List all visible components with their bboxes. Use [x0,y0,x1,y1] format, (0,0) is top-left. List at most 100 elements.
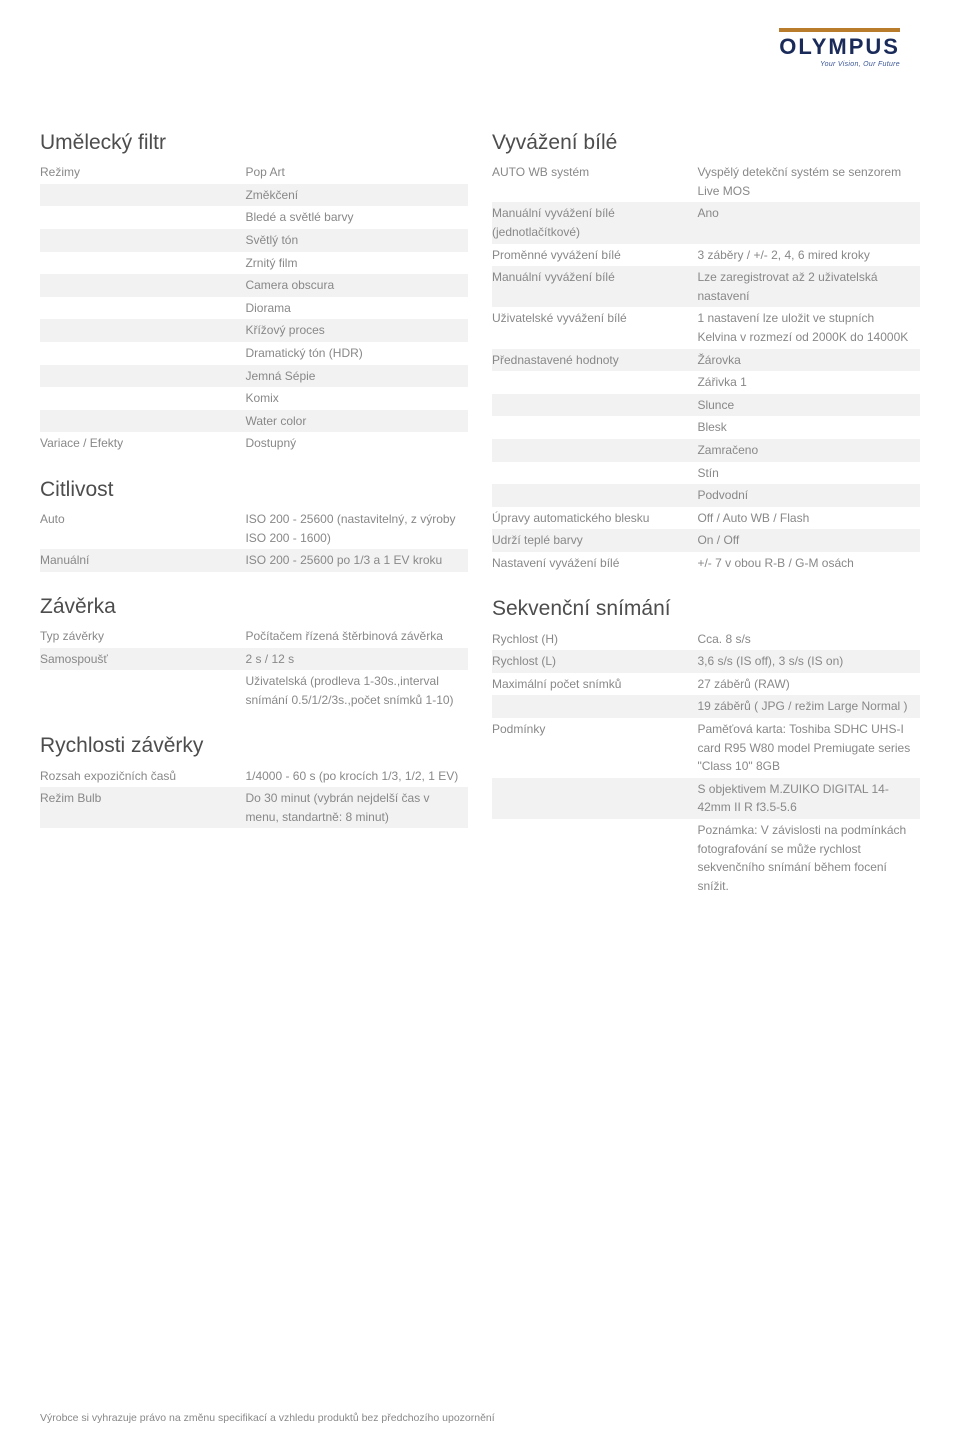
spec-value: 3 záběry / +/- 2, 4, 6 mired kroky [697,244,920,267]
table-row: Podvodní [492,484,920,507]
spec-label [40,365,245,388]
table-row: AutoISO 200 - 25600 (nastavitelný, z výr… [40,508,468,549]
spec-label [40,206,245,229]
logo-tagline: Your Vision, Our Future [779,61,900,68]
spec-table: Rychlost (H)Cca. 8 s/sRychlost (L)3,6 s/… [492,628,920,898]
table-row: Poznámka: V závislosti na podmínkách fot… [492,819,920,897]
table-row: ManuálníISO 200 - 25600 po 1/3 a 1 EV kr… [40,549,468,572]
table-row: Maximální počet snímků27 záběrů (RAW) [492,673,920,696]
spec-value: Jemná Sépie [245,365,468,388]
spec-value: 19 záběrů ( JPG / režim Large Normal ) [697,695,920,718]
table-row: Jemná Sépie [40,365,468,388]
section-title: Závěrka [40,594,468,619]
spec-label [40,184,245,207]
table-row: Samospoušť2 s / 12 s [40,648,468,671]
table-row: Nastavení vyvážení bílé+/- 7 v obou R-B … [492,552,920,575]
table-row: Stín [492,462,920,485]
table-row: Světlý tón [40,229,468,252]
table-row: Rychlost (L)3,6 s/s (IS off), 3 s/s (IS … [492,650,920,673]
table-row: Manuální vyvážení bílé (jednotlačítkové)… [492,202,920,243]
spec-value: S objektivem M.ZUIKO DIGITAL 14-42mm II … [697,778,920,819]
spec-label [40,297,245,320]
table-row: Zářivka 1 [492,371,920,394]
table-row: Křížový proces [40,319,468,342]
spec-label [492,394,697,417]
table-row: Blesk [492,416,920,439]
spec-label [492,439,697,462]
right-column: Vyvážení bíléAUTO WB systémVyspělý detek… [492,130,920,897]
spec-label: Rychlost (H) [492,628,697,651]
table-row: Udrží teplé barvyOn / Off [492,529,920,552]
spec-label: Režimy [40,161,245,184]
spec-label [40,274,245,297]
spec-table: Typ závěrkyPočítačem řízená štěrbinová z… [40,625,468,711]
spec-value: Water color [245,410,468,433]
spec-value: 2 s / 12 s [245,648,468,671]
table-row: PodmínkyPaměťová karta: Toshiba SDHC UHS… [492,718,920,778]
spec-value: Off / Auto WB / Flash [697,507,920,530]
table-row: Water color [40,410,468,433]
content-columns: Umělecký filtrRežimyPop ArtZměkčeníBledé… [40,130,920,897]
table-row: Slunce [492,394,920,417]
spec-value: Camera obscura [245,274,468,297]
spec-label [40,410,245,433]
table-row: Režim BulbDo 30 minut (vybrán nejdelší č… [40,787,468,828]
spec-value: Diorama [245,297,468,320]
spec-label: AUTO WB systém [492,161,697,202]
spec-label [40,387,245,410]
spec-value: Vyspělý detekční systém se senzorem Live… [697,161,920,202]
spec-value: 27 záběrů (RAW) [697,673,920,696]
spec-value: Pop Art [245,161,468,184]
spec-value: 1/4000 - 60 s (po krocích 1/3, 1/2, 1 EV… [245,765,468,788]
spec-label: Manuální [40,549,245,572]
table-row: Přednastavené hodnotyŽárovka [492,349,920,372]
table-row: S objektivem M.ZUIKO DIGITAL 14-42mm II … [492,778,920,819]
spec-value: Žárovka [697,349,920,372]
spec-label [40,342,245,365]
spec-value: Bledé a světlé barvy [245,206,468,229]
spec-label: Úpravy automatického blesku [492,507,697,530]
table-row: Úpravy automatického bleskuOff / Auto WB… [492,507,920,530]
table-row: Camera obscura [40,274,468,297]
spec-label: Manuální vyvážení bílé [492,266,697,307]
spec-value: Stín [697,462,920,485]
table-row: Komix [40,387,468,410]
spec-label [492,371,697,394]
spec-label [40,229,245,252]
spec-table: AUTO WB systémVyspělý detekční systém se… [492,161,920,574]
spec-label: Typ závěrky [40,625,245,648]
section-title: Sekvenční snímání [492,596,920,621]
spec-value: Dostupný [245,432,468,455]
spec-value: ISO 200 - 25600 po 1/3 a 1 EV kroku [245,549,468,572]
table-row: Uživatelská (prodleva 1-30s.,interval sn… [40,670,468,711]
spec-label: Přednastavené hodnoty [492,349,697,372]
spec-value: Do 30 minut (vybrán nejdelší čas v menu,… [245,787,468,828]
table-row: Diorama [40,297,468,320]
left-column: Umělecký filtrRežimyPop ArtZměkčeníBledé… [40,130,468,897]
spec-label: Manuální vyvážení bílé (jednotlačítkové) [492,202,697,243]
spec-label [40,319,245,342]
spec-value: Poznámka: V závislosti na podmínkách fot… [697,819,920,897]
spec-value: Paměťová karta: Toshiba SDHC UHS-I card … [697,718,920,778]
table-row: 19 záběrů ( JPG / režim Large Normal ) [492,695,920,718]
table-row: Variace / EfektyDostupný [40,432,468,455]
spec-label: Udrží teplé barvy [492,529,697,552]
table-row: Zrnitý film [40,252,468,275]
logo-name: OLYMPUS [779,36,900,58]
spec-value: Cca. 8 s/s [697,628,920,651]
table-row: Dramatický tón (HDR) [40,342,468,365]
spec-label: Uživatelské vyvážení bílé [492,307,697,348]
section-title: Rychlosti závěrky [40,733,468,758]
table-row: Rychlost (H)Cca. 8 s/s [492,628,920,651]
spec-label [492,819,697,897]
table-row: Rozsah expozičních časů1/4000 - 60 s (po… [40,765,468,788]
table-row: Uživatelské vyvážení bílé1 nastavení lze… [492,307,920,348]
logo-divider [779,28,900,32]
spec-label [40,670,245,711]
section-title: Umělecký filtr [40,130,468,155]
spec-value: 1 nastavení lze uložit ve stupních Kelvi… [697,307,920,348]
spec-label [492,416,697,439]
spec-value: Ano [697,202,920,243]
spec-label [492,484,697,507]
spec-label: Rychlost (L) [492,650,697,673]
